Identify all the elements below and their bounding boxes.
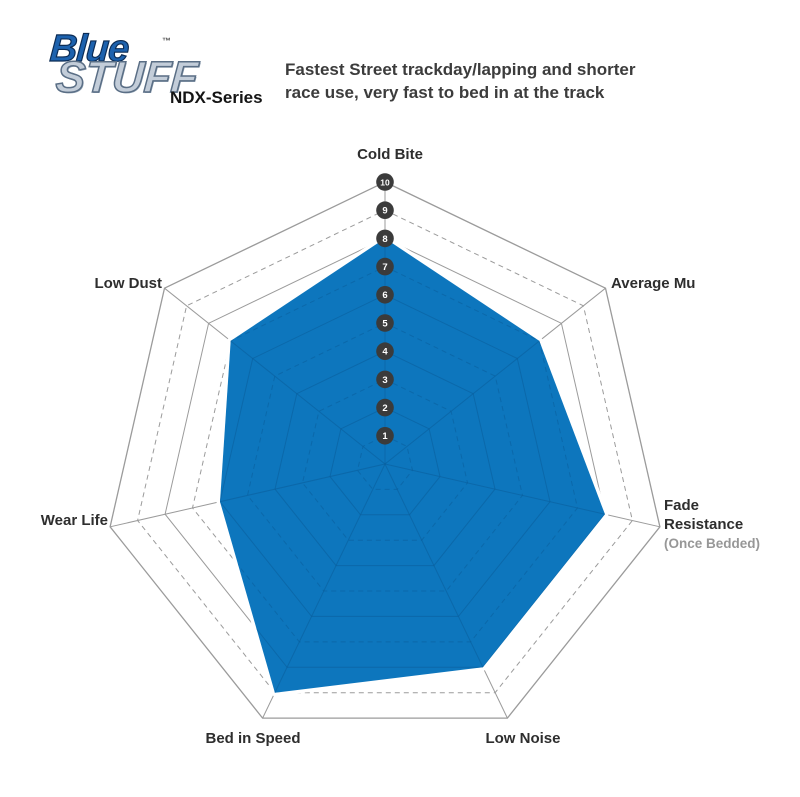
tick-circle: [376, 173, 394, 191]
description-line-2: race use, very fast to bed in at the tra…: [285, 83, 605, 102]
product-description: Fastest Street trackday/lapping and shor…: [285, 58, 705, 104]
axis-label-cold-bite: Cold Bite: [357, 146, 423, 163]
tick-label: 7: [382, 262, 387, 273]
axis-label-bed-in-speed: Bed in Speed: [205, 730, 301, 747]
axis-label-fade-resistance: Fade Resistance (Once Bedded): [664, 496, 796, 553]
tick-label: 9: [382, 206, 387, 217]
radar-data-polygon: [220, 238, 605, 693]
logo-series-label: NDX-Series: [170, 88, 263, 107]
tick-label: 3: [382, 375, 387, 386]
tick-label: 6: [382, 290, 387, 301]
fade-label-line-1: Fade: [664, 497, 700, 514]
tick-circle: [376, 398, 394, 417]
tick-circle: [376, 257, 394, 276]
tick-label: 2: [382, 403, 387, 414]
tick-circle: [376, 201, 394, 219]
tick-circle: [376, 286, 394, 304]
tick-label: 1: [382, 431, 388, 442]
axis-label-average-mu: Average Mu: [611, 275, 696, 292]
axis-label-wear-life: Wear Life: [40, 512, 108, 529]
tick-circle: [376, 342, 394, 361]
radar-ring: [109, 181, 661, 719]
description-line-1: Fastest Street trackday/lapping and shor…: [285, 60, 636, 79]
fade-label-line-3: (Once Bedded): [664, 536, 761, 551]
tick-label: 10: [380, 177, 390, 187]
logo-trademark: ™: [162, 36, 171, 46]
axis-label-low-noise: Low Noise: [485, 730, 561, 747]
radar-ring: [137, 209, 633, 694]
tick-circle: [376, 427, 394, 445]
tick-circle: [376, 370, 394, 389]
tick-label: 8: [382, 234, 387, 245]
tick-label: 4: [382, 347, 388, 358]
fade-label-line-2: Resistance: [664, 516, 744, 533]
scale-ticks: 1 2 3 4 5 6 7 8 9 10: [376, 173, 394, 445]
axis-label-low-dust: Low Dust: [94, 275, 163, 292]
tick-circle: [376, 229, 394, 248]
tick-label: 5: [382, 318, 388, 329]
tick-circle: [376, 314, 394, 332]
